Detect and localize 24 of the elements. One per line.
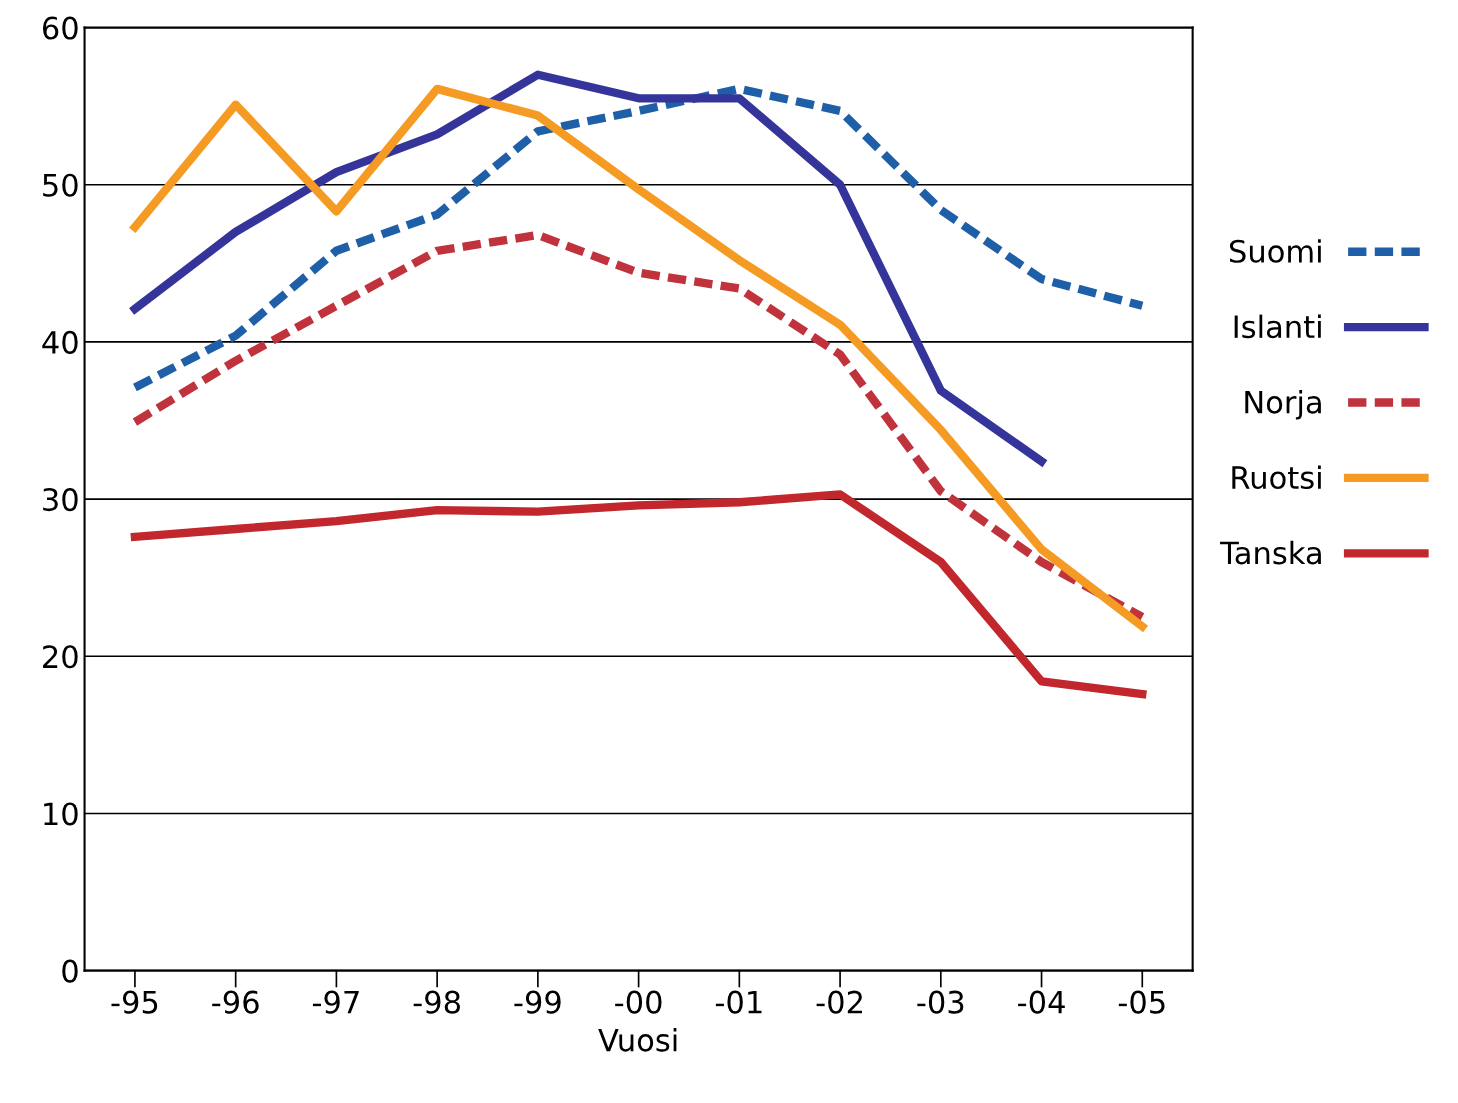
x-axis-title: Vuosi bbox=[598, 1027, 677, 1052]
legend-label: Norja bbox=[1245, 390, 1321, 420]
y-tick-label: 20 bbox=[43, 645, 78, 669]
x-tick-label: -02 bbox=[816, 990, 862, 1014]
legend-label: Tanska bbox=[1220, 540, 1321, 565]
legend-label: Ruotsi bbox=[1232, 465, 1321, 490]
x-tick-label: -03 bbox=[917, 990, 964, 1014]
x-tick-label: -04 bbox=[1018, 990, 1065, 1014]
y-tick-label: 40 bbox=[42, 330, 78, 354]
x-tick-label: -98 bbox=[413, 990, 460, 1014]
x-tick-label: -01 bbox=[715, 990, 762, 1014]
x-tick-label: -05 bbox=[1118, 990, 1165, 1014]
x-tick-label: -00 bbox=[615, 990, 662, 1014]
y-tick-label: 50 bbox=[43, 173, 78, 197]
y-tick-label: 30 bbox=[43, 488, 78, 512]
legend-label: Islanti bbox=[1234, 314, 1321, 339]
y-tick-label: 10 bbox=[44, 802, 78, 826]
y-tick-label: 60 bbox=[42, 16, 78, 40]
x-tick-label: -99 bbox=[514, 990, 561, 1014]
x-tick-label: -95 bbox=[111, 990, 158, 1014]
y-tick-label: 0 bbox=[62, 959, 78, 983]
x-tick-label: -96 bbox=[212, 990, 259, 1014]
x-tick-label: -97 bbox=[312, 990, 359, 1014]
legend-label: Suomi bbox=[1229, 239, 1321, 263]
